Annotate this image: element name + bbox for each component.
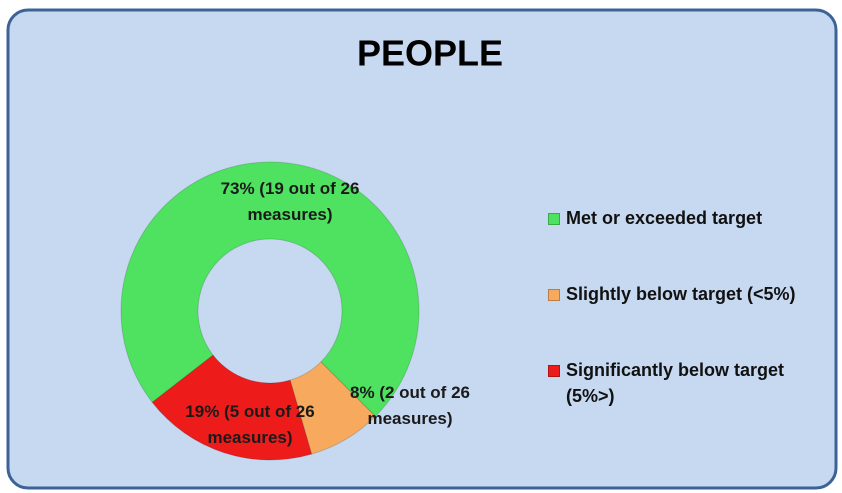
- legend-label: Met or exceeded target: [566, 208, 763, 228]
- data-label: 19% (5 out of 26 measures): [185, 402, 315, 447]
- legend-swatch: [548, 213, 560, 225]
- legend-label: Slightly below target (<5%): [566, 284, 796, 304]
- legend-item: Met or exceeded target: [548, 205, 826, 231]
- data-label: 73% (19 out of 26 measures): [220, 179, 360, 224]
- donut-slice: [120, 161, 420, 418]
- chart-title: PEOPLE: [357, 33, 503, 74]
- legend-swatch: [548, 289, 560, 301]
- donut: [120, 161, 420, 461]
- legend-label: Significantly below target (5%>): [566, 360, 785, 406]
- legend-swatch: [548, 365, 560, 377]
- donut-slice: [289, 361, 377, 455]
- data-label: 8% (2 out of 26 measures): [350, 383, 470, 428]
- donut-slice: [151, 354, 313, 461]
- legend-item: Significantly below target (5%>): [548, 357, 826, 409]
- legend-item: Slightly below target (<5%): [548, 281, 826, 307]
